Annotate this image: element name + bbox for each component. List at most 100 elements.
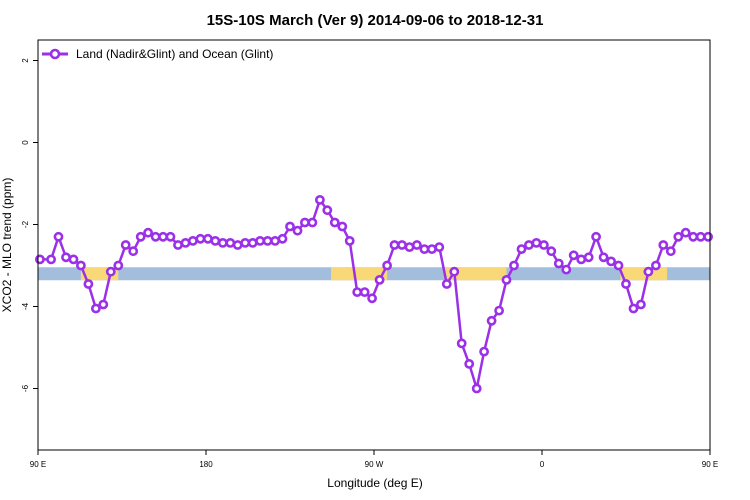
y-tick-label: -2 <box>21 220 30 228</box>
data-point <box>561 264 572 275</box>
data-point <box>247 237 258 248</box>
data-point <box>531 237 542 248</box>
data-point <box>434 242 445 252</box>
data-point <box>165 231 176 242</box>
data-point <box>374 274 385 285</box>
data-point <box>68 254 79 265</box>
data-point <box>292 225 303 236</box>
data-point <box>703 231 713 242</box>
data-point <box>449 266 460 277</box>
x-tick-label: 0 <box>540 460 545 469</box>
data-point <box>516 244 527 254</box>
data-point <box>352 287 363 297</box>
data-point <box>426 244 437 254</box>
data-point <box>285 221 295 232</box>
data-point <box>673 231 684 242</box>
data-point <box>135 231 146 242</box>
data-point <box>613 260 624 271</box>
x-tick-label: 90 W <box>365 460 384 469</box>
data-point <box>46 254 56 265</box>
data-point <box>464 358 475 369</box>
data-point <box>35 254 45 265</box>
data-point <box>322 205 333 216</box>
data-point <box>210 235 221 246</box>
data-point <box>509 260 519 271</box>
data-point <box>411 240 422 250</box>
y-tick-label: -6 <box>21 384 30 392</box>
data-point <box>61 252 71 263</box>
data-point <box>217 237 228 248</box>
data-point <box>367 293 377 304</box>
chart-title: 15S-10S March (Ver 9) 2014-09-06 to 2018… <box>207 12 544 29</box>
plot-frame <box>37 39 711 451</box>
data-point <box>397 240 407 250</box>
x-tick-label: 90 E <box>30 460 46 469</box>
data-point <box>307 217 318 228</box>
data-point <box>143 227 153 238</box>
data-point <box>232 240 243 250</box>
data-point <box>105 266 116 277</box>
data-point <box>150 231 161 242</box>
data-point <box>553 258 564 269</box>
data-point <box>456 338 467 349</box>
series-points-layer <box>35 194 713 394</box>
data-point <box>471 383 482 394</box>
data-point <box>314 194 325 205</box>
data-point <box>91 303 101 314</box>
data-point <box>255 235 265 246</box>
data-point <box>187 235 198 246</box>
data-point <box>173 240 183 250</box>
data-point <box>643 266 654 277</box>
data-point <box>262 235 273 246</box>
data-point <box>546 246 557 257</box>
data-point <box>576 254 587 265</box>
data-point <box>665 246 676 257</box>
data-point <box>113 260 124 271</box>
y-axis-ticks: 2 0 -2 -4 -6 <box>21 58 38 392</box>
data-point <box>494 305 504 316</box>
data-point <box>621 279 631 289</box>
data-point <box>441 279 452 289</box>
data-point <box>486 315 497 326</box>
data-point <box>568 250 579 261</box>
data-point <box>524 240 534 250</box>
data-point <box>337 221 348 232</box>
x-tick-label: 180 <box>199 460 213 469</box>
data-point <box>382 260 392 271</box>
data-point <box>636 299 646 310</box>
data-point <box>53 231 64 242</box>
x-axis-ticks: 90 E 180 90 W 0 90 E <box>30 450 718 469</box>
data-point <box>359 287 370 297</box>
data-point <box>688 231 699 242</box>
data-point <box>628 303 639 314</box>
data-point <box>389 240 400 250</box>
data-point <box>180 237 191 248</box>
x-axis-label: Longitude (deg E) <box>327 476 422 490</box>
data-point <box>680 227 691 238</box>
y-tick-label: -4 <box>21 302 30 310</box>
data-point <box>651 260 661 271</box>
data-point <box>598 252 609 263</box>
data-point <box>591 231 601 242</box>
data-point <box>299 217 310 228</box>
y-tick-label: 0 <box>21 140 30 145</box>
data-point <box>76 260 86 271</box>
data-point <box>195 233 206 244</box>
data-point <box>120 240 131 250</box>
data-point <box>344 235 355 246</box>
data-point <box>240 237 251 248</box>
y-tick-label: 2 <box>21 58 30 63</box>
data-point <box>479 346 489 357</box>
legend-marker-swatch <box>49 48 61 60</box>
data-point <box>128 246 139 257</box>
data-point <box>419 244 430 254</box>
legend-entry-label: Land (Nadir&Glint) and Ocean (Glint) <box>76 47 273 61</box>
data-point <box>83 279 94 289</box>
data-point <box>329 217 340 228</box>
data-point <box>606 256 616 267</box>
data-point <box>583 252 594 263</box>
data-point <box>98 299 109 310</box>
data-point <box>277 233 288 244</box>
